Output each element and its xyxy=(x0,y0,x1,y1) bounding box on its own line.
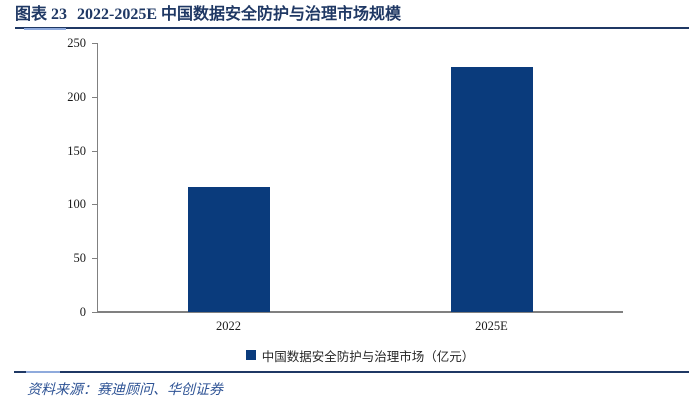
figure-label-underline xyxy=(24,28,66,30)
y-tick-label: 150 xyxy=(67,143,86,158)
y-tick-label: 250 xyxy=(67,36,86,50)
footer-rule-accent xyxy=(26,371,60,373)
y-tick-label: 200 xyxy=(67,89,86,104)
y-tick-mark xyxy=(92,96,97,98)
y-tick-mark xyxy=(92,150,97,152)
bar-2025E xyxy=(450,66,533,312)
y-tick-mark xyxy=(92,258,97,260)
y-tick-label: 50 xyxy=(73,251,87,266)
legend-label: 中国数据安全防护与治理市场（亿元） xyxy=(261,349,475,364)
figure-header: 图表 23 2022-2025E 中国数据安全防护与治理市场规模 xyxy=(15,5,689,29)
source-text: 赛迪顾问、华创证券 xyxy=(97,383,223,398)
x-category-label: 2022 xyxy=(216,319,241,333)
legend-swatch xyxy=(245,350,256,360)
figure-label: 图表 23 xyxy=(15,6,68,23)
y-axis-line xyxy=(97,43,98,313)
y-tick-mark xyxy=(92,43,97,44)
source-line: 资料来源：赛迪顾问、华创证券 xyxy=(27,379,223,399)
y-tick-label: 0 xyxy=(79,305,86,319)
x-axis-line xyxy=(97,311,623,313)
chart-legend: 中国数据安全防护与治理市场（亿元） xyxy=(97,347,623,364)
bar-2022 xyxy=(187,187,270,312)
x-category-label: 2025E xyxy=(475,319,508,333)
y-tick-mark xyxy=(92,204,97,206)
footer-rule xyxy=(14,371,689,373)
y-tick-label: 100 xyxy=(67,197,86,212)
source-prefix: 资料来源： xyxy=(27,383,97,398)
figure-title: 2022-2025E 中国数据安全防护与治理市场规模 xyxy=(77,6,402,23)
y-tick-mark xyxy=(92,312,97,313)
